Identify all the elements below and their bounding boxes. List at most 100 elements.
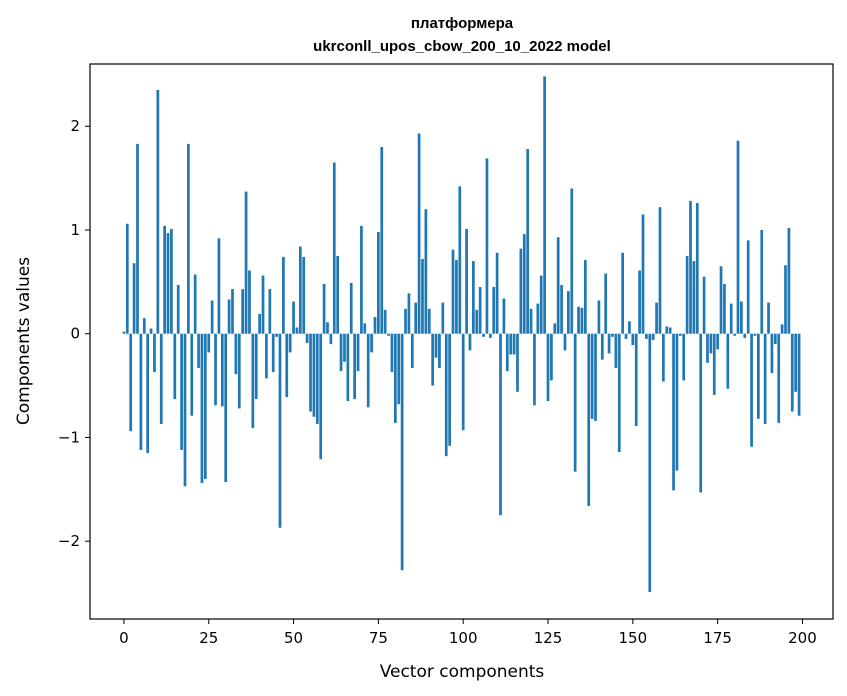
bar xyxy=(791,334,794,412)
bar xyxy=(438,334,441,368)
bar xyxy=(330,334,333,344)
bar xyxy=(319,334,322,460)
bar xyxy=(441,303,444,334)
x-tick-label: 75 xyxy=(369,629,388,647)
bar xyxy=(265,334,268,379)
bar xyxy=(733,334,736,336)
y-tick-label: −2 xyxy=(58,532,80,550)
bar xyxy=(726,334,729,389)
bar xyxy=(635,334,638,426)
bar xyxy=(469,334,472,351)
bar xyxy=(604,274,607,334)
bar xyxy=(448,334,451,446)
bar xyxy=(289,334,292,353)
bar xyxy=(598,301,601,334)
bar xyxy=(570,188,573,333)
bar xyxy=(516,334,519,392)
bar xyxy=(509,334,512,355)
bar xyxy=(129,334,132,432)
x-tick-label: 200 xyxy=(788,629,817,647)
bar xyxy=(540,276,543,334)
bar xyxy=(621,253,624,334)
bar xyxy=(452,250,455,334)
bar xyxy=(414,303,417,334)
bar xyxy=(184,334,187,487)
bar xyxy=(401,334,404,571)
bar xyxy=(703,277,706,334)
bar xyxy=(686,256,689,334)
bar xyxy=(506,334,509,371)
bar xyxy=(346,334,349,401)
bar xyxy=(486,158,489,333)
bar xyxy=(377,232,380,334)
bar xyxy=(784,265,787,333)
bar xyxy=(123,332,126,334)
bar xyxy=(581,308,584,334)
bar xyxy=(326,322,329,333)
bar xyxy=(496,253,499,334)
bar xyxy=(747,240,750,333)
chart-title: платформера xyxy=(411,15,514,32)
bar xyxy=(275,334,278,337)
bar xyxy=(387,334,390,336)
bar xyxy=(615,334,618,368)
bar xyxy=(214,334,217,406)
bar xyxy=(238,334,241,409)
bar xyxy=(146,334,149,453)
bar xyxy=(520,249,523,334)
bar xyxy=(204,334,207,479)
bar xyxy=(594,334,597,421)
bar xyxy=(760,230,763,334)
bar xyxy=(472,261,475,334)
bar xyxy=(530,309,533,334)
bar xyxy=(720,266,723,333)
bar xyxy=(662,334,665,382)
bar xyxy=(350,283,353,334)
bar xyxy=(713,334,716,395)
bar xyxy=(764,334,767,424)
bar xyxy=(187,144,190,334)
bar xyxy=(211,301,214,334)
bar xyxy=(336,256,339,334)
bar xyxy=(201,334,204,483)
bar xyxy=(235,334,238,374)
bar xyxy=(560,285,563,334)
bar xyxy=(370,334,373,353)
bar xyxy=(397,334,400,405)
bar xyxy=(492,287,495,334)
bar xyxy=(343,334,346,362)
bar xyxy=(418,134,421,334)
bar xyxy=(645,334,648,339)
bar xyxy=(360,226,363,334)
bar xyxy=(282,257,285,334)
bar xyxy=(431,334,434,386)
bar xyxy=(160,334,163,424)
bar xyxy=(489,334,492,338)
bar xyxy=(384,310,387,334)
bar xyxy=(587,334,590,506)
bar xyxy=(696,203,699,334)
bar xyxy=(462,334,465,430)
bar xyxy=(781,324,784,333)
bar xyxy=(224,334,227,482)
bar xyxy=(611,334,614,337)
bar xyxy=(197,334,200,368)
bar xyxy=(302,257,305,334)
bar xyxy=(618,334,621,452)
bar xyxy=(526,149,529,334)
bar xyxy=(391,334,394,372)
bar xyxy=(601,334,604,360)
bar xyxy=(279,334,282,528)
bar xyxy=(157,90,160,334)
bar xyxy=(296,328,299,334)
x-tick-label: 25 xyxy=(199,629,218,647)
bar xyxy=(625,334,628,339)
y-tick-label: 0 xyxy=(70,325,80,343)
bar xyxy=(655,303,658,334)
bar xyxy=(777,334,780,423)
x-tick-label: 125 xyxy=(534,629,563,647)
bar xyxy=(445,334,448,456)
bar xyxy=(167,233,170,334)
bar xyxy=(231,289,234,334)
